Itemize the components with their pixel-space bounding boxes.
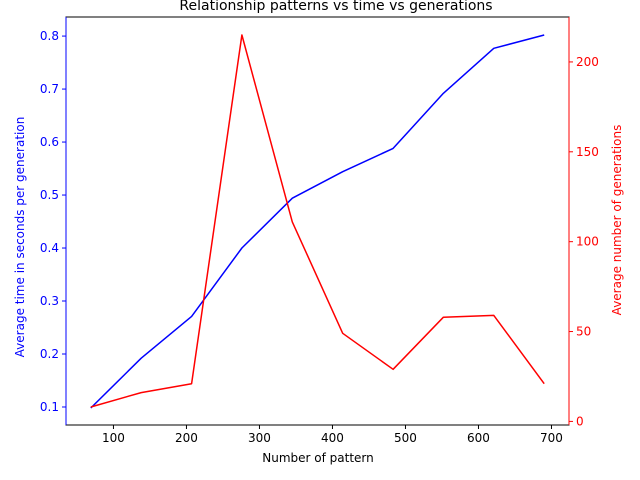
left-y-tick-label: 0.6 [40,135,59,149]
left-y-tick-label: 0.4 [40,241,59,255]
chart-title: Relationship patterns vs time vs generat… [179,0,492,14]
x-tick-label: 400 [321,431,344,445]
x-tick-label: 700 [540,431,563,445]
left-y-tick-label: 0.5 [40,188,59,202]
right-y-tick-label: 150 [576,145,599,159]
x-tick-label: 600 [467,431,490,445]
x-tick-label: 300 [248,431,271,445]
plot-area: 100 200 300 400 500 600 7000.10.20.30.40.50.60… [40,16,599,445]
generations-series-line [90,34,545,408]
right-y-tick-label: 100 [576,235,599,249]
right-y-tick-label: 50 [576,325,591,339]
left-y-tick-label: 0.2 [40,347,59,361]
right-y-tick-label: 0 [576,414,584,428]
left-y-tick-label: 0.1 [40,400,59,414]
axes-frame [65,16,570,426]
x-axis-label: Number of pattern [262,451,374,465]
left-y-axis-label: Average time in seconds per generation [13,117,27,358]
x-tick-label: 100 [102,431,125,445]
left-y-tick-label: 0.8 [40,29,59,43]
left-y-tick-label: 0.7 [40,82,59,96]
x-tick-label: 500 [394,431,417,445]
right-y-axis-label: Average number of generations [610,125,624,316]
time-series-line [90,34,545,409]
x-tick-label: 200 [175,431,198,445]
left-y-tick-label: 0.3 [40,294,59,308]
right-y-tick-label: 200 [576,55,599,69]
